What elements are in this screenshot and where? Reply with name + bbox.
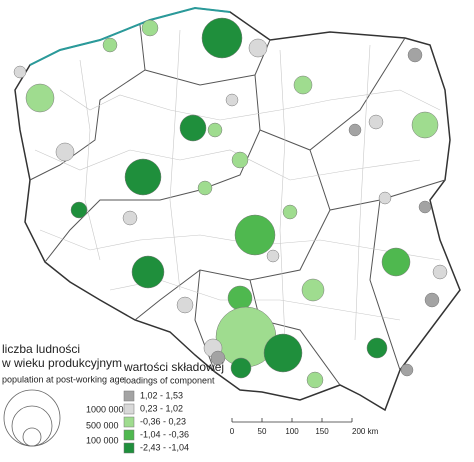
coastline <box>29 6 231 66</box>
symbol <box>248 38 268 58</box>
symbol <box>282 204 298 220</box>
scale-label: 150 <box>315 427 329 436</box>
symbol <box>293 75 313 95</box>
symbol <box>400 363 414 377</box>
district-borders <box>34 29 441 341</box>
legend-swatch <box>123 416 135 428</box>
size-legend-subtitle: population at post-working age <box>2 374 125 384</box>
symbol <box>418 200 432 214</box>
symbol <box>102 37 118 53</box>
legend-label: -0,36 - 0,23 <box>140 416 186 426</box>
symbols <box>13 17 448 389</box>
size-legend-label: 500 000 <box>86 420 119 430</box>
legend-swatch <box>123 442 135 454</box>
symbol <box>225 93 239 107</box>
scale-label: 200 km <box>352 427 379 436</box>
legend-swatch <box>123 429 135 441</box>
size-legend-label: 100 000 <box>86 435 119 445</box>
symbol <box>201 17 243 59</box>
symbol <box>407 47 423 63</box>
symbol <box>55 142 75 162</box>
legend-label: -2,43 - -1,04 <box>140 442 189 452</box>
symbol <box>13 65 27 79</box>
symbol <box>366 337 388 359</box>
legend-label: 0,23 - 1,02 <box>140 403 183 413</box>
scale-bar: 0 50 100 150 200 km <box>230 418 379 436</box>
scale-label: 100 <box>285 427 299 436</box>
scale-label: 0 <box>230 427 235 436</box>
symbol <box>210 350 226 366</box>
symbol <box>227 285 253 311</box>
size-legend-circles <box>3 389 61 447</box>
symbol <box>176 296 194 314</box>
symbol <box>306 371 324 389</box>
legend-swatch <box>123 390 135 402</box>
symbol <box>25 83 55 113</box>
symbol <box>207 122 223 138</box>
symbol <box>266 249 280 263</box>
size-legend-title: liczba ludności <box>2 342 80 356</box>
country-outline <box>14 7 461 412</box>
symbol <box>378 191 392 205</box>
symbol <box>230 357 252 379</box>
color-legend: 1,02 - 1,53 0,23 - 1,02 -0,36 - 0,23 -1,04 … <box>123 390 189 454</box>
symbol <box>179 114 207 142</box>
symbol <box>131 255 165 289</box>
symbol <box>124 158 162 196</box>
size-legend-title: w wieku produkcyjnym <box>1 356 122 370</box>
color-legend-subtitle: loadings of component <box>124 375 215 385</box>
color-legend-title: wartości składowej <box>123 360 224 374</box>
legend-label: -1,04 - -0,36 <box>140 429 189 439</box>
symbol <box>411 111 439 139</box>
symbol <box>368 114 384 130</box>
symbol <box>122 210 138 226</box>
symbol <box>231 151 249 169</box>
symbol <box>70 201 88 219</box>
scale-label: 50 <box>258 427 267 436</box>
symbol <box>197 180 213 196</box>
symbol <box>301 278 325 302</box>
legend-label: 1,02 - 1,53 <box>140 390 183 400</box>
symbol <box>234 214 276 256</box>
symbol <box>263 333 303 373</box>
legend-swatch <box>123 403 135 415</box>
symbol <box>141 19 159 37</box>
symbol <box>424 292 440 308</box>
size-legend-label: 1000 000 <box>86 404 124 414</box>
symbol <box>348 123 362 137</box>
symbol <box>381 247 411 277</box>
symbol <box>432 264 448 280</box>
